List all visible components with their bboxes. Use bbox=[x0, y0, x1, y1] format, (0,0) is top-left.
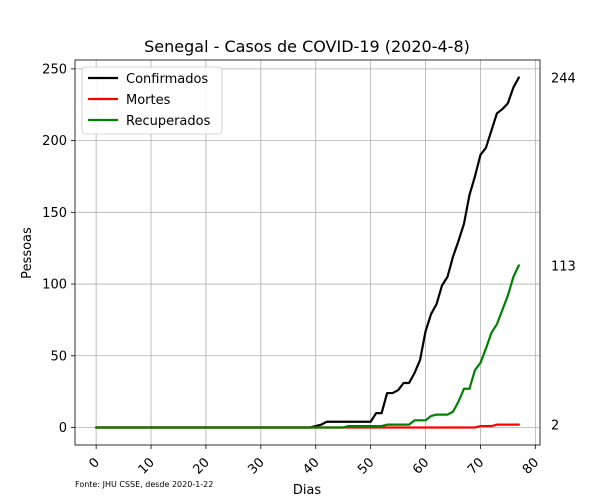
y-tick-label: 100 bbox=[42, 278, 67, 293]
end-label-mortes: 2 bbox=[551, 419, 559, 434]
x-axis-ticks: 0 10 20 30 40 50 60 70 80 bbox=[87, 445, 542, 478]
legend-label-confirmados: Confirmados bbox=[126, 72, 208, 87]
end-label-confirmados: 244 bbox=[551, 72, 576, 87]
y-tick-label: 50 bbox=[50, 349, 67, 364]
y-tick-label: 250 bbox=[42, 62, 67, 77]
grid-lines bbox=[75, 60, 540, 445]
source-note: Fonte: JHU CSSE, desde 2020-1-22 bbox=[75, 480, 213, 489]
y-tick-label: 200 bbox=[42, 134, 67, 149]
x-tick-label: 30 bbox=[245, 455, 267, 477]
series-line-mortes bbox=[95, 423, 520, 429]
x-tick-label: 0 bbox=[87, 455, 103, 471]
x-tick-label: 20 bbox=[190, 455, 212, 477]
y-axis-label: Pessoas bbox=[20, 227, 35, 279]
chart-title: Senegal - Casos de COVID-19 (2020-4-8) bbox=[144, 37, 470, 56]
x-tick-label: 50 bbox=[355, 455, 377, 477]
end-labels: 244 2 113 bbox=[551, 72, 576, 434]
legend: Confirmados Mortes Recuperados bbox=[81, 66, 223, 135]
series-line-confirmados bbox=[95, 76, 520, 429]
legend-label-recuperados: Recuperados bbox=[126, 114, 211, 129]
end-label-recuperados: 113 bbox=[551, 259, 576, 274]
legend-label-mortes: Mortes bbox=[126, 93, 171, 108]
x-tick-label: 10 bbox=[136, 455, 158, 477]
x-tick-label: 60 bbox=[410, 455, 432, 477]
x-tick-label: 80 bbox=[520, 455, 542, 477]
x-axis-label: Dias bbox=[293, 483, 322, 498]
series-lines bbox=[95, 76, 520, 429]
legend-box bbox=[81, 66, 223, 135]
y-tick-label: 0 bbox=[59, 421, 67, 436]
x-tick-label: 70 bbox=[465, 455, 487, 477]
y-tick-label: 150 bbox=[42, 206, 67, 221]
y-axis-ticks: 0 50 100 150 200 250 bbox=[42, 62, 75, 436]
series-line-recuperados bbox=[95, 264, 520, 429]
plot-frame bbox=[74, 59, 541, 446]
x-tick-label: 40 bbox=[300, 455, 322, 477]
